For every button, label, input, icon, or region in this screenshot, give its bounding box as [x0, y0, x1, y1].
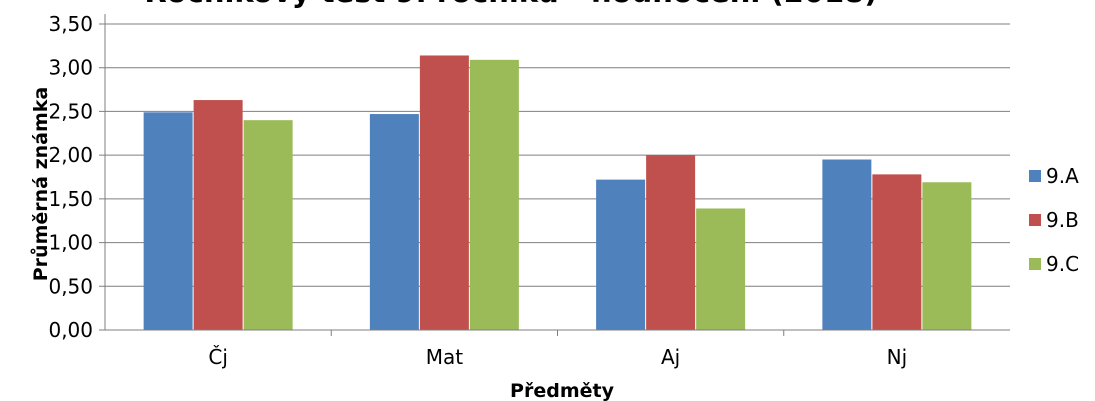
legend-swatch: [1029, 214, 1041, 226]
bar-9.C-Čj: [243, 120, 293, 331]
legend-swatch: [1029, 258, 1041, 270]
y-tick-label: 3,00: [48, 56, 93, 80]
x-axis-title: Předměty: [510, 380, 615, 401]
y-tick-label: 1,50: [48, 187, 93, 211]
y-tick-label: 2,50: [48, 99, 93, 123]
x-tick-label: Mat: [426, 345, 464, 369]
legend: 9.A 9.B 9.C: [1029, 164, 1079, 276]
legend-swatch: [1029, 170, 1041, 182]
legend-label: 9.B: [1046, 208, 1079, 232]
legend-label: 9.A: [1046, 164, 1079, 188]
bar-9.B-Nj: [872, 174, 922, 330]
bars: [143, 55, 972, 331]
legend-label: 9.C: [1046, 252, 1079, 276]
y-tick-label: 0,50: [48, 274, 93, 298]
bar-9.A-Čj: [143, 112, 193, 330]
bar-9.A-Mat: [369, 114, 419, 331]
y-axis-title: Průměrná známka: [29, 87, 52, 282]
chart-title: Ročníkový test 9. ročníku - hodnocení (2…: [144, 0, 877, 9]
axes: [104, 14, 1010, 336]
y-tick-labels: 0,00 0,50 1,00 1,50 2,00 2,50 3,00 3,50: [48, 12, 93, 342]
x-tick-label: Aj: [661, 345, 680, 369]
x-tick-labels: Čj Mat Aj Nj: [208, 345, 907, 369]
y-tick-label: 3,50: [48, 12, 93, 36]
bar-9.B-Čj: [193, 100, 243, 330]
y-tick-label: 1,00: [48, 231, 93, 255]
x-tick-label: Čj: [208, 345, 228, 369]
bar-9.B-Mat: [419, 55, 469, 331]
bar-9.A-Nj: [822, 159, 872, 330]
y-tick-label: 0,00: [48, 318, 93, 342]
bar-9.C-Aj: [696, 208, 746, 330]
bar-9.B-Aj: [646, 155, 696, 330]
bar-9.C-Nj: [922, 182, 972, 330]
x-tick-label: Nj: [887, 345, 908, 369]
bar-9.A-Aj: [596, 179, 646, 330]
bar-9.C-Mat: [469, 59, 519, 331]
y-tick-label: 2,00: [48, 143, 93, 167]
